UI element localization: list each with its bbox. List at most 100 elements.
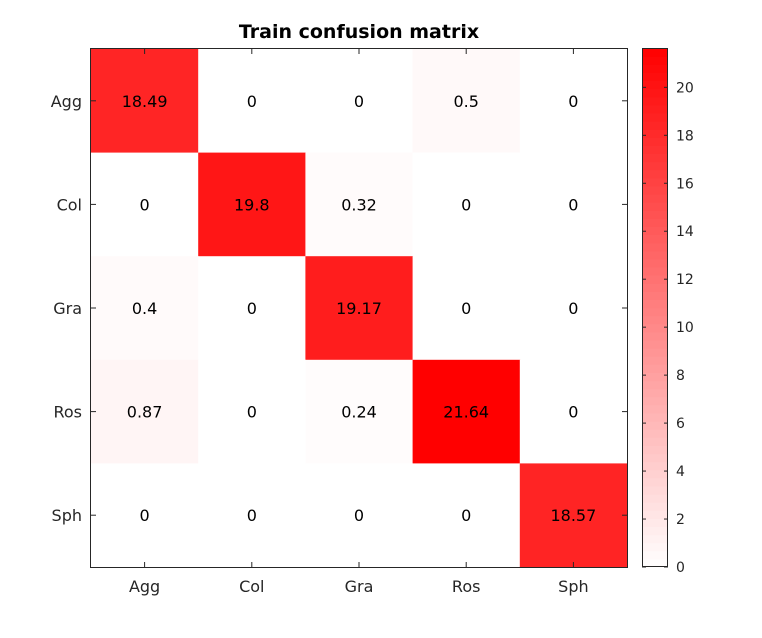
colorbar-segment	[642, 323, 668, 333]
cell-value-label: 0.87	[127, 403, 163, 422]
colorbar-segment	[642, 437, 668, 446]
matrix-cell	[198, 49, 306, 154]
colorbar-segment	[642, 275, 668, 284]
y-tick-label: Agg	[51, 92, 82, 111]
colorbar-segment	[642, 396, 668, 406]
matrix-cell	[412, 359, 521, 464]
matrix-cell	[91, 152, 199, 257]
matrix-cell	[305, 49, 414, 154]
colorbar-segment	[642, 96, 668, 106]
matrix-cells: 18.49 0 0 0.5 0 0 19.8 0.32 0 0 0.4 0 19.17 0 0 0.87 0 0.…	[91, 49, 628, 568]
colorbar-segment	[642, 120, 668, 130]
matrix-cell	[198, 256, 306, 361]
colorbar-tick-label: 0	[676, 560, 685, 576]
colorbar-segment	[642, 104, 668, 114]
colorbar-segment	[642, 339, 668, 349]
colorbar-tick-label: 10	[676, 320, 694, 336]
colorbar-segment	[642, 88, 668, 98]
cell-value-label: 0	[461, 506, 471, 525]
colorbar-segment	[642, 380, 668, 390]
colorbar-tick-label: 14	[676, 224, 694, 240]
colorbar-segment	[642, 210, 668, 219]
colorbar-segment	[642, 202, 668, 211]
chart-title: Train confusion matrix	[239, 21, 479, 43]
colorbar-tick-label: 16	[676, 176, 694, 192]
colorbar-segment	[642, 510, 668, 519]
colorbar-segment	[642, 558, 668, 568]
colorbar-segment	[642, 56, 668, 65]
matrix-cell	[412, 152, 521, 257]
axis-ticks	[91, 49, 627, 567]
cell-value-label: 0.4	[132, 299, 157, 318]
colorbar-segment	[642, 129, 668, 138]
colorbar-segment	[642, 453, 668, 463]
cell-value-label: 0	[354, 506, 364, 525]
colorbar-segment	[642, 550, 668, 560]
colorbar-segment	[642, 388, 668, 398]
matrix-cell	[198, 359, 306, 464]
x-tick-label: Gra	[345, 577, 374, 596]
x-tick-label: Sph	[558, 577, 588, 596]
colorbar-segment	[642, 153, 668, 163]
colorbar-segment	[642, 242, 668, 252]
cell-value-label: 0	[247, 403, 257, 422]
colorbar-segment	[642, 502, 668, 511]
colorbar-segment	[642, 72, 668, 82]
matrix-cell	[305, 152, 414, 257]
cell-value-label: 18.57	[550, 506, 596, 525]
cell-value-label: 0	[568, 299, 578, 318]
colorbar-tick-label: 6	[676, 416, 685, 432]
colorbar-tick-label: 2	[676, 512, 685, 528]
colorbar-segment	[642, 331, 668, 341]
cell-value-label: 0	[568, 403, 578, 422]
cell-value-label: 0	[247, 92, 257, 111]
x-tick-labels: Agg Col Gra Ros Sph	[129, 577, 589, 596]
matrix-cell	[198, 152, 306, 257]
colorbar-tick-label: 12	[676, 272, 694, 288]
colorbar-segment	[642, 372, 668, 382]
matrix-cell	[305, 463, 414, 568]
colorbar-segment	[642, 226, 668, 236]
colorbar-segment	[642, 299, 668, 309]
cell-value-label: 0	[140, 195, 150, 214]
colorbar-segment	[642, 534, 668, 544]
colorbar-segment	[642, 412, 668, 422]
colorbar-segment	[642, 518, 668, 528]
plot-frame	[90, 48, 628, 568]
matrix-cell	[305, 359, 414, 464]
colorbar-tick-label: 4	[676, 464, 685, 480]
colorbar-segment	[642, 356, 668, 365]
x-tick-label: Col	[239, 577, 264, 596]
colorbar-segment	[642, 161, 668, 171]
colorbar-segment	[642, 112, 668, 122]
matrix-cell	[412, 463, 521, 568]
cell-value-label: 0	[140, 506, 150, 525]
colorbar-segment	[642, 250, 668, 260]
colorbar-segment	[642, 193, 668, 203]
colorbar-segment	[642, 137, 668, 146]
colorbar-segment	[642, 421, 668, 430]
matrix-cell	[198, 463, 306, 568]
y-tick-label: Gra	[53, 299, 82, 318]
colorbar-segment	[642, 445, 668, 455]
matrix-cell	[305, 256, 414, 361]
colorbar-segment	[642, 185, 668, 195]
matrix-cell	[91, 359, 199, 464]
colorbar-segment	[642, 283, 668, 292]
colorbar-segment	[642, 485, 668, 495]
colorbar-segment	[642, 307, 668, 317]
cell-value-label: 0	[461, 299, 471, 318]
cell-value-label: 0	[354, 92, 364, 111]
cell-value-label: 18.49	[122, 92, 168, 111]
colorbar-segment	[642, 429, 668, 438]
matrix-cell	[412, 256, 521, 361]
colorbar-segment	[642, 80, 668, 90]
cell-value-label: 0	[247, 299, 257, 318]
colorbar-segment	[642, 234, 668, 244]
colorbar-tick-label: 20	[676, 80, 694, 96]
colorbar: 0 2 4 6 8 10 12 14 16 18 20	[642, 48, 694, 576]
colorbar-segment	[642, 266, 668, 276]
cell-value-label: 0	[247, 506, 257, 525]
cell-value-label: 19.17	[336, 299, 382, 318]
